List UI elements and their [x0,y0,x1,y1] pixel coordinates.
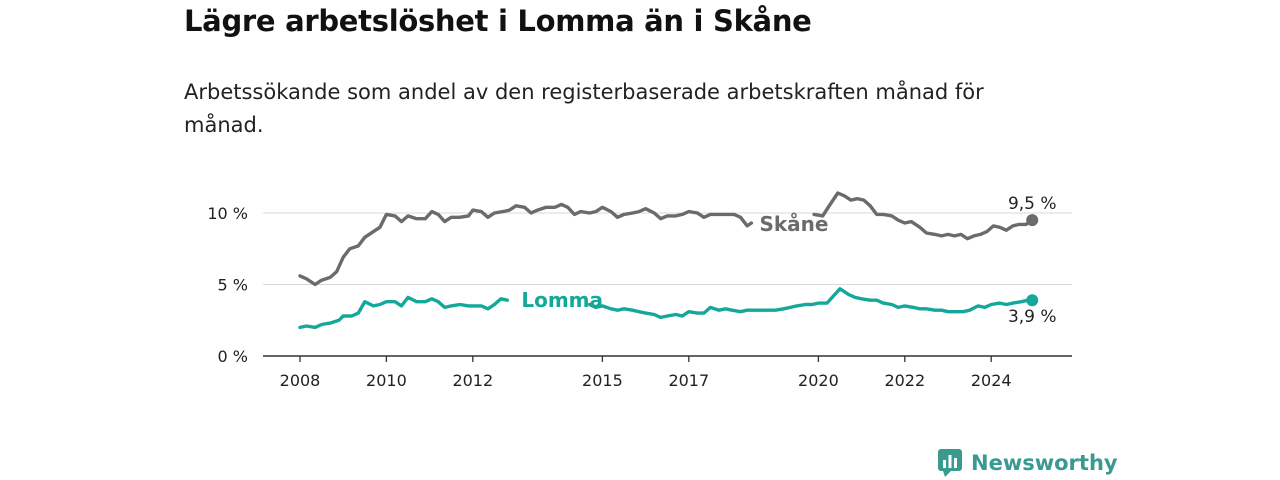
brand-logo: Newsworthy [937,448,1118,478]
series-line-lomma [587,287,1034,320]
series-line-sk-ne [812,191,1034,241]
chart-title: Lägre arbetslöshet i Lomma än i Skåne [184,4,812,38]
series-line-lomma [298,295,510,330]
brand-name: Newsworthy [971,451,1118,475]
series-label-lomma: Lomma [521,288,603,312]
series-end-label-lomma: 3,9 % [1008,307,1057,327]
y-tick-label: 0 % [218,347,248,366]
series-label-sk-ne: Skåne [759,212,828,236]
series-end-marker-lomma [1026,294,1039,307]
x-axis: 2008 2010 2012 2015 2017 2020 2022 2024 [263,355,1072,390]
series-line-sk-ne [298,202,754,287]
x-tick-label: 2012 [452,371,493,390]
x-tick-label: 2017 [668,371,709,390]
series-labels: Skåne 9,5 % Lomma 3,9 % [521,194,1056,327]
x-tick-label: 2022 [884,371,925,390]
x-tick-label: 2024 [971,371,1012,390]
y-axis-ticks: 0 % 5 % 10 % [207,204,248,366]
x-tick-label: 2020 [798,371,839,390]
series-lines [298,191,1039,330]
x-tick-label: 2015 [582,371,623,390]
newsworthy-logo-icon [938,449,962,477]
series-end-marker-sk-ne [1026,214,1039,227]
chart-subtitle: Arbetssökande som andel av den registerb… [184,80,984,137]
x-tick-label: 2010 [366,371,407,390]
y-tick-label: 10 % [207,204,248,223]
y-gridlines [263,212,1072,285]
x-tick-label: 2008 [280,371,321,390]
series-end-label-sk-ne: 9,5 % [1008,194,1057,214]
y-tick-label: 5 % [218,276,248,295]
